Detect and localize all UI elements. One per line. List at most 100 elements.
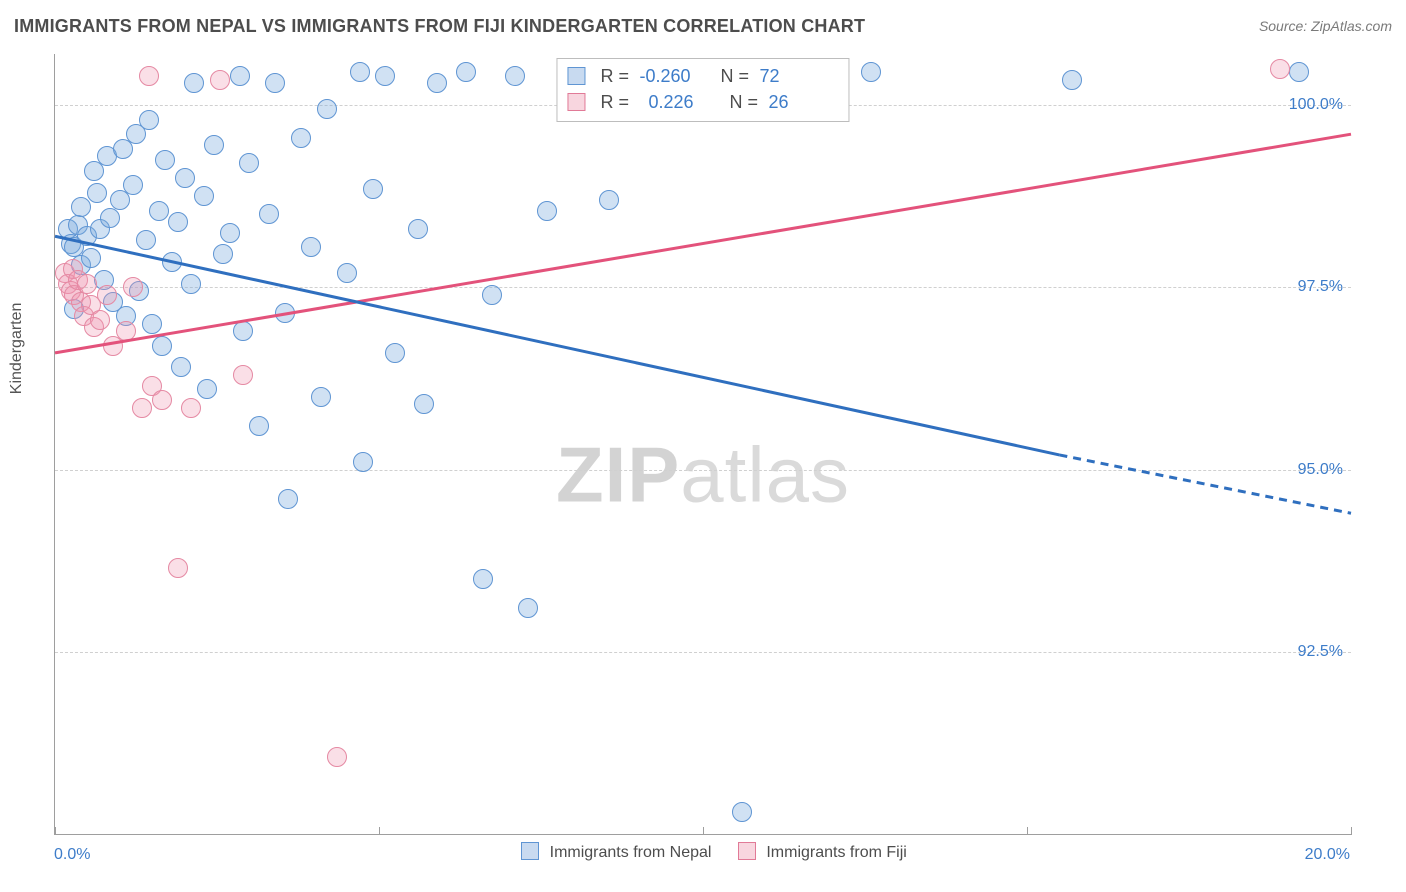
point-nepal: [427, 73, 447, 93]
stat-label-r: R =: [600, 89, 634, 115]
x-tick: [703, 827, 704, 835]
point-nepal: [505, 66, 525, 86]
legend-label-fiji: Immigrants from Fiji: [766, 844, 906, 861]
stat-value-n-fiji: 26: [769, 89, 835, 115]
point-nepal: [239, 153, 259, 173]
point-nepal: [100, 208, 120, 228]
point-nepal: [278, 489, 298, 509]
point-nepal: [1062, 70, 1082, 90]
gridline: [55, 470, 1351, 471]
stat-label-n: N =: [730, 89, 764, 115]
series-legend: Immigrants from Nepal Immigrants from Fi…: [0, 842, 1406, 862]
point-nepal: [350, 62, 370, 82]
gridline: [55, 287, 1351, 288]
point-fiji: [233, 365, 253, 385]
point-nepal: [414, 394, 434, 414]
point-fiji: [152, 390, 172, 410]
swatch-pink-icon: [567, 93, 585, 111]
point-nepal: [149, 201, 169, 221]
point-nepal: [353, 452, 373, 472]
point-nepal: [291, 128, 311, 148]
point-nepal: [599, 190, 619, 210]
chart-title: IMMIGRANTS FROM NEPAL VS IMMIGRANTS FROM…: [14, 16, 865, 36]
point-nepal: [518, 598, 538, 618]
point-nepal: [537, 201, 557, 221]
point-fiji: [77, 274, 97, 294]
point-nepal: [168, 212, 188, 232]
title-bar: IMMIGRANTS FROM NEPAL VS IMMIGRANTS FROM…: [14, 16, 1392, 44]
point-nepal: [861, 62, 881, 82]
stat-label-n: N =: [721, 63, 755, 89]
point-nepal: [233, 321, 253, 341]
trend-line: [55, 236, 1059, 455]
watermark: ZIPatlas: [556, 430, 850, 521]
point-nepal: [230, 66, 250, 86]
point-nepal: [482, 285, 502, 305]
point-nepal: [213, 244, 233, 264]
x-tick: [379, 827, 380, 835]
point-nepal: [385, 343, 405, 363]
x-tick: [1027, 827, 1028, 835]
swatch-blue-icon: [521, 842, 539, 860]
point-nepal: [123, 175, 143, 195]
y-tick-label: 92.5%: [1298, 643, 1343, 661]
stat-value-r-nepal: -0.260: [640, 63, 706, 89]
point-nepal: [162, 252, 182, 272]
point-nepal: [71, 197, 91, 217]
point-nepal: [152, 336, 172, 356]
point-fiji: [168, 558, 188, 578]
x-tick: [1351, 827, 1352, 835]
stats-row-fiji: R = 0.226 N = 26: [567, 89, 834, 115]
y-tick-label: 100.0%: [1289, 96, 1343, 114]
point-fiji: [123, 277, 143, 297]
point-nepal: [275, 303, 295, 323]
point-nepal: [181, 274, 201, 294]
point-nepal: [139, 110, 159, 130]
stats-row-nepal: R = -0.260 N = 72: [567, 63, 834, 89]
swatch-blue-icon: [567, 67, 585, 85]
stats-legend: R = -0.260 N = 72 R = 0.226 N = 26: [556, 58, 849, 122]
point-nepal: [142, 314, 162, 334]
point-fiji: [90, 310, 110, 330]
watermark-light: atlas: [680, 431, 850, 519]
gridline: [55, 652, 1351, 653]
swatch-pink-icon: [738, 842, 756, 860]
point-nepal: [184, 73, 204, 93]
point-nepal: [259, 204, 279, 224]
point-nepal: [301, 237, 321, 257]
point-nepal: [311, 387, 331, 407]
point-fiji: [210, 70, 230, 90]
stat-value-n-nepal: 72: [760, 63, 826, 89]
x-tick: [55, 827, 56, 835]
point-nepal: [197, 379, 217, 399]
point-nepal: [155, 150, 175, 170]
point-nepal: [265, 73, 285, 93]
point-nepal: [732, 802, 752, 822]
point-nepal: [473, 569, 493, 589]
watermark-bold: ZIP: [556, 431, 680, 519]
source-label: Source: ZipAtlas.com: [1259, 18, 1392, 34]
point-fiji: [97, 285, 117, 305]
stat-label-r: R =: [600, 63, 634, 89]
point-nepal: [317, 99, 337, 119]
y-tick-label: 97.5%: [1298, 278, 1343, 296]
point-nepal: [194, 186, 214, 206]
point-nepal: [337, 263, 357, 283]
point-nepal: [87, 183, 107, 203]
point-nepal: [175, 168, 195, 188]
point-fiji: [327, 747, 347, 767]
point-fiji: [139, 66, 159, 86]
point-fiji: [181, 398, 201, 418]
point-nepal: [1289, 62, 1309, 82]
point-fiji: [132, 398, 152, 418]
chart-plot-area: ZIPatlas 92.5%95.0%97.5%100.0% R = -0.26…: [54, 54, 1351, 835]
point-nepal: [456, 62, 476, 82]
point-nepal: [171, 357, 191, 377]
point-nepal: [136, 230, 156, 250]
point-nepal: [220, 223, 240, 243]
point-nepal: [375, 66, 395, 86]
y-axis-title: Kindergarten: [8, 303, 26, 395]
point-fiji: [1270, 59, 1290, 79]
point-fiji: [116, 321, 136, 341]
legend-label-nepal: Immigrants from Nepal: [550, 844, 712, 861]
